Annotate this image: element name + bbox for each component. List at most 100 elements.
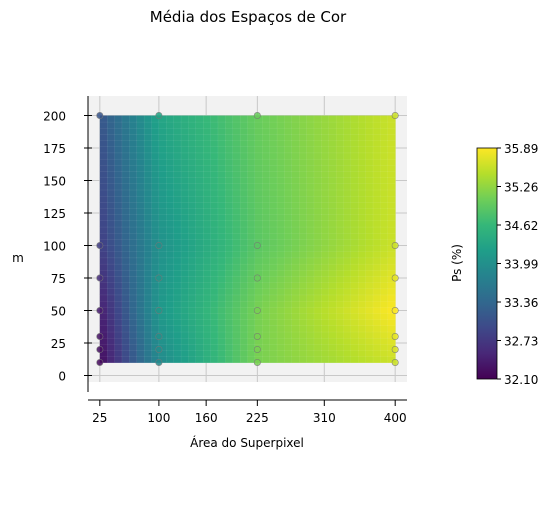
surface-cell <box>269 319 278 326</box>
surface-cell <box>225 183 234 191</box>
surface-cell <box>166 238 175 246</box>
surface-cell <box>121 288 130 296</box>
surface-cell <box>269 195 278 203</box>
surface-cell <box>321 133 330 141</box>
sample-point <box>253 112 261 120</box>
surface-cell <box>166 288 175 296</box>
surface-cell <box>129 183 138 191</box>
surface-cell <box>350 146 359 154</box>
surface-cell <box>335 343 345 351</box>
surface-cell <box>335 257 345 265</box>
surface-cell <box>365 183 374 191</box>
surface-cell <box>232 133 241 141</box>
surface-cell <box>284 337 293 345</box>
surface-cell <box>343 226 352 234</box>
surface-cell <box>254 133 263 141</box>
surface-cell <box>284 158 293 166</box>
surface-cell <box>299 170 308 178</box>
sample-point <box>96 112 104 120</box>
surface-cell <box>276 300 285 308</box>
surface-cell <box>350 207 359 215</box>
surface-cell <box>166 269 175 277</box>
surface-cell <box>306 356 315 364</box>
surface-cell <box>247 189 256 197</box>
surface-cell <box>328 300 337 308</box>
surface-cell <box>372 257 381 265</box>
x-tick-label: 310 <box>313 411 336 425</box>
surface-cell <box>262 343 271 351</box>
surface-cell <box>173 232 182 240</box>
surface-cell <box>269 115 278 123</box>
surface-cell <box>225 140 234 147</box>
surface-cell <box>203 214 212 222</box>
surface-cell <box>136 152 145 160</box>
surface-cell <box>358 146 367 154</box>
surface-cell <box>321 232 330 240</box>
surface-cell <box>328 133 337 141</box>
surface-cell <box>166 121 175 129</box>
surface-cell <box>269 207 278 215</box>
surface-cell <box>225 152 234 160</box>
surface-cell <box>299 319 308 326</box>
surface-cell <box>262 152 271 160</box>
surface-cell <box>313 232 322 240</box>
surface-cell <box>284 201 293 209</box>
surface-cell <box>321 238 330 246</box>
surface-cell <box>335 269 345 277</box>
surface-cell <box>343 325 352 333</box>
surface-cell <box>151 294 160 302</box>
surface-cell <box>299 195 308 203</box>
surface-cell <box>321 201 330 209</box>
surface-cell <box>210 282 219 289</box>
surface-cell <box>195 306 204 314</box>
surface-cell <box>188 220 197 228</box>
surface-cell <box>136 170 145 178</box>
surface-cell <box>299 257 308 265</box>
surface-cell <box>321 177 330 184</box>
surface-cell <box>107 133 116 141</box>
surface-cell <box>291 294 300 302</box>
surface-cell <box>180 306 189 314</box>
surface-cell <box>321 245 330 252</box>
surface-cell <box>387 214 396 222</box>
surface-cell <box>313 269 322 277</box>
surface-cell <box>313 133 322 141</box>
surface-cell <box>380 195 389 203</box>
surface-cell <box>180 288 189 296</box>
surface-cell <box>195 158 204 166</box>
surface-cell <box>299 207 308 215</box>
surface-cell <box>321 189 330 197</box>
surface-cell <box>166 337 175 345</box>
surface-cell <box>350 282 359 289</box>
surface-cell <box>247 164 256 172</box>
sample-point <box>96 274 104 282</box>
surface-cell <box>358 140 367 147</box>
surface-cell <box>99 226 108 234</box>
surface-cell <box>387 201 396 209</box>
surface-cell <box>291 356 300 364</box>
surface-cell <box>121 201 130 209</box>
surface-cell <box>188 245 197 252</box>
surface-cell <box>387 189 396 197</box>
surface-cell <box>284 232 293 240</box>
surface-cell <box>195 121 204 129</box>
surface-cell <box>158 263 167 271</box>
surface-cell <box>321 220 330 228</box>
surface-cell <box>299 115 308 123</box>
surface-cell <box>99 312 108 320</box>
surface-cell <box>254 127 263 135</box>
surface-cell <box>99 133 108 141</box>
surface-cell <box>107 232 116 240</box>
surface-cell <box>372 189 381 197</box>
surface-cell <box>173 170 182 178</box>
surface-cell <box>299 288 308 296</box>
surface-cell <box>239 158 249 166</box>
surface-cell <box>166 251 175 259</box>
surface-cell <box>129 288 138 296</box>
surface-cell <box>284 251 293 259</box>
surface-cell <box>203 177 212 184</box>
surface-cell <box>136 275 145 283</box>
surface-cell <box>365 325 374 333</box>
surface-cell <box>173 207 182 215</box>
